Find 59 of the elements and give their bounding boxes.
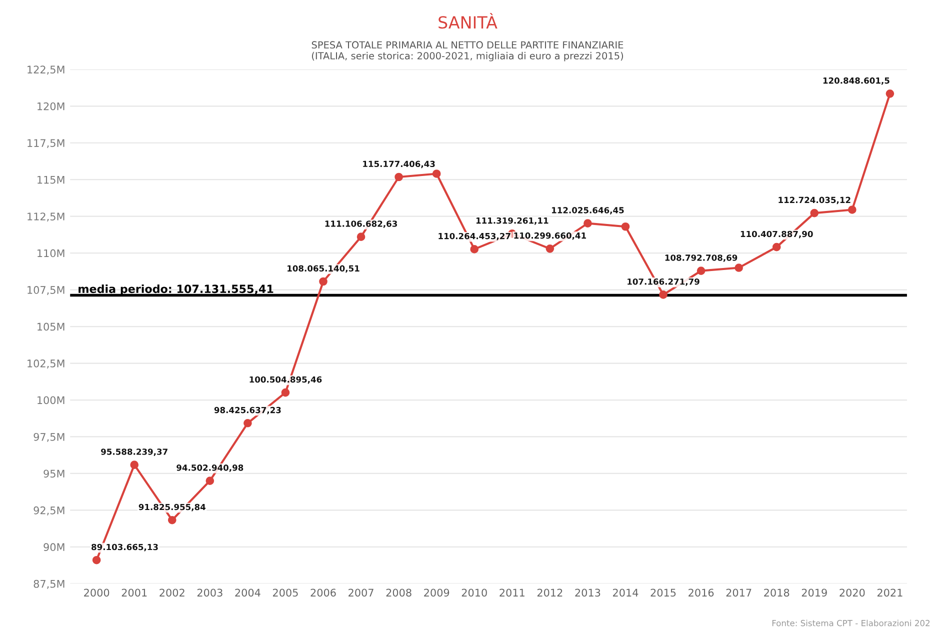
x-tick-label: 2010 xyxy=(462,588,487,597)
x-tick-label: 2004 xyxy=(235,588,260,597)
x-tick-label: 2019 xyxy=(802,588,827,597)
data-label: 111.106.682,63 xyxy=(325,220,398,228)
y-tick-label: 120M xyxy=(38,102,64,110)
x-tick-label: 2001 xyxy=(122,588,147,597)
data-label: 95.588.239,37 xyxy=(101,448,168,456)
y-tick-label: 122,5M xyxy=(28,66,64,75)
y-tick-label: 90M xyxy=(44,543,64,552)
y-tick-label: 107,5M xyxy=(28,286,64,295)
y-tick-label: 110M xyxy=(38,249,64,258)
x-tick-label: 2011 xyxy=(500,588,524,597)
x-tick-label: 2006 xyxy=(310,588,336,597)
data-label: 120.848.601,5 xyxy=(823,77,890,85)
data-label: 107.166.271,79 xyxy=(628,278,700,286)
y-tick-label: 100M xyxy=(38,396,64,404)
data-label: 110.264.453,27 xyxy=(438,232,510,240)
data-label: 111.319.261,11 xyxy=(476,217,548,225)
y-tick-label: 112,5M xyxy=(28,212,64,222)
x-tick-label: 2016 xyxy=(688,588,714,597)
data-label: 91.825.955,84 xyxy=(138,504,206,512)
data-label: 100.504.895,46 xyxy=(250,376,322,384)
data-label: 89.103.665,13 xyxy=(92,544,158,552)
y-tick-label: 115M xyxy=(38,176,64,184)
data-label: 108.065.140,51 xyxy=(288,265,360,273)
x-tick-label: 2012 xyxy=(537,588,562,597)
x-tick-label: 2007 xyxy=(348,588,374,597)
x-tick-label: 2003 xyxy=(197,588,222,597)
y-tick-label: 87,5M xyxy=(34,580,64,589)
data-label: 115.177.406,43 xyxy=(363,160,435,168)
chart-title: SANITÀ xyxy=(438,13,498,29)
data-label: 110.299.660,41 xyxy=(514,232,586,240)
x-tick-label: 2021 xyxy=(877,588,902,597)
x-tick-label: 2015 xyxy=(650,588,676,597)
x-tick-label: 2017 xyxy=(726,588,752,597)
x-tick-label: 2008 xyxy=(386,588,412,597)
x-tick-label: 2020 xyxy=(840,588,865,597)
data-label: 98.425.637,23 xyxy=(214,406,281,414)
x-tick-label: 2000 xyxy=(84,588,110,597)
x-tick-label: 2002 xyxy=(160,588,184,597)
data-label: 94.502.940,98 xyxy=(176,464,244,472)
source-note: Fonte: Sistema CPT - Elaborazioni 202 xyxy=(772,620,930,626)
x-tick-label: 2013 xyxy=(575,588,600,597)
y-tick-label: 97,5M xyxy=(34,432,64,442)
y-tick-label: 117,5M xyxy=(28,139,64,148)
x-tick-label: 2018 xyxy=(764,588,790,597)
data-label: 108.792.708,69 xyxy=(665,254,738,262)
y-tick-label: 95M xyxy=(44,470,64,478)
ref-line-label: media periodo: 107.131.555,41 xyxy=(78,284,274,296)
data-label: 112.724.035,12 xyxy=(778,196,850,204)
data-label: 112.025.646,45 xyxy=(552,207,624,214)
x-tick-label: 2014 xyxy=(613,588,638,597)
chart-subtitle: SPESA TOTALE PRIMARIA AL NETTO DELLE PARTITE FINANZIARIE (ITALIA, serie storica: 2000-2021, migliaia di euro a prezzi 2015) xyxy=(312,41,624,62)
y-tick-label: 102,5M xyxy=(28,360,64,368)
x-tick-label: 2005 xyxy=(272,588,298,597)
x-tick-label: 2009 xyxy=(424,588,450,597)
data-label: 110.407.887,90 xyxy=(740,230,813,238)
y-tick-label: 105M xyxy=(38,322,64,331)
y-tick-label: 92,5M xyxy=(34,506,64,516)
